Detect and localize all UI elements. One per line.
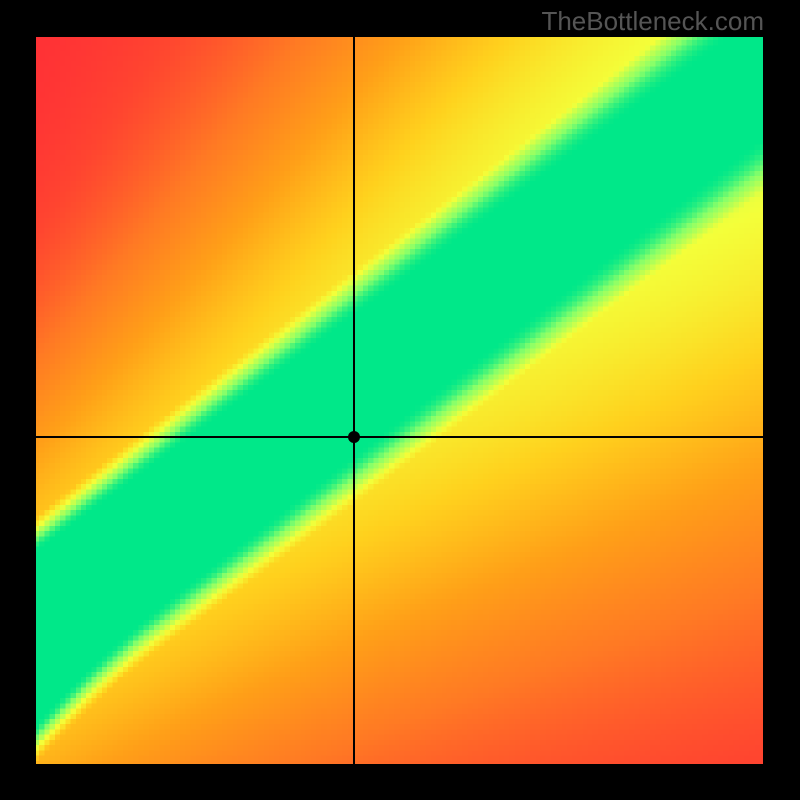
- watermark-text: TheBottleneck.com: [541, 6, 764, 37]
- heatmap-canvas: [34, 35, 765, 766]
- crosshair-horizontal: [34, 436, 765, 438]
- crosshair-dot: [348, 431, 360, 443]
- crosshair-vertical: [353, 35, 355, 766]
